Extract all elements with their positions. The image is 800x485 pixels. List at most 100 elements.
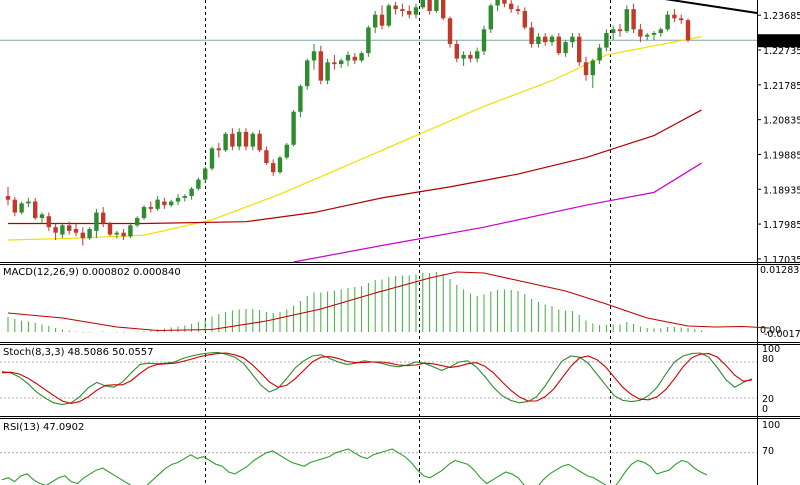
candle-body [529, 27, 534, 44]
candle-body [230, 133, 235, 147]
candle-body [352, 56, 357, 61]
macd-signal-line [7, 271, 770, 332]
candle-body [114, 232, 119, 235]
stochastic-signal-line [1, 352, 753, 404]
candle-body [101, 212, 106, 224]
candle-body [148, 207, 153, 209]
moving-average-line [293, 162, 702, 263]
trendline [664, 0, 758, 14]
candle-body [264, 150, 269, 164]
candle-body [645, 34, 650, 37]
candle-body [577, 36, 582, 63]
price-panel: 1.23685 1.22735 1.21785 1.20835 1.19885 1.189… [0, 0, 800, 266]
macd-tick-max: 0.012838 [760, 265, 800, 276]
moving-average-line [8, 109, 702, 225]
candle-body [672, 14, 677, 19]
stoch-tick-0: 0 [762, 404, 768, 415]
candle-body [651, 32, 657, 35]
candle-body [141, 207, 147, 219]
candle-body [583, 62, 589, 76]
candle-body [468, 54, 473, 59]
candle-body [250, 133, 255, 147]
candle-body [203, 168, 208, 180]
price-axis: 1.23685 1.22735 1.21785 1.20835 1.19885 1.189… [757, 11, 800, 266]
candle-body [107, 223, 113, 235]
price-tick-label: 1.22735 [763, 46, 800, 57]
current-price-tag: 1.23002 [758, 34, 800, 48]
stoch-tick-80: 80 [762, 354, 774, 365]
candle-body [325, 62, 330, 81]
candle-body [359, 53, 364, 61]
candle-body [617, 29, 623, 32]
candle-body [427, 0, 432, 11]
candle-body [291, 111, 296, 145]
candle-body [522, 10, 527, 28]
candle-body [311, 51, 317, 61]
macd-title: MACD(12,26,9) 0.000802 0.000840 [3, 267, 181, 278]
candle-body [638, 29, 643, 37]
candle-body [305, 60, 310, 87]
candle-body [39, 214, 45, 219]
macd-panel: MACD(12,26,9) 0.000802 0.000840 0.012838… [3, 265, 800, 340]
price-tick-label: 1.17985 [763, 220, 800, 231]
moving-average-line [7, 36, 702, 241]
candle-body [60, 225, 65, 235]
candle-body [631, 9, 636, 30]
current-price-label: 1.23002 [761, 36, 800, 47]
stochastic-main-line [1, 351, 753, 406]
candle-body [80, 232, 85, 239]
rsi-panel: RSI(13) 47.0902 100 70 [0, 420, 780, 485]
candle-body [216, 148, 221, 151]
candle-body [509, 3, 514, 10]
candle-body [12, 199, 17, 213]
candle-body [624, 9, 629, 32]
candle-body [73, 229, 79, 233]
rsi-marks [0, 448, 757, 485]
candle-body [570, 36, 575, 43]
candle-body [345, 54, 351, 61]
candle-body [386, 5, 391, 26]
candle-body [175, 197, 181, 202]
candle-body [277, 157, 283, 173]
macd-tick-zero: 0.00 [760, 325, 781, 336]
price-tick-label: 1.20835 [763, 116, 800, 127]
price-tick-label: 1.19885 [763, 150, 800, 161]
candle-body [209, 148, 215, 169]
candle-body [413, 7, 419, 15]
candle-body [536, 36, 541, 44]
candle-body [298, 86, 303, 112]
candle-body [5, 196, 11, 200]
candle-body [87, 229, 92, 239]
candle-body [679, 18, 684, 21]
candle-body [481, 29, 487, 52]
candle-body [223, 133, 228, 151]
candle-body [563, 42, 568, 54]
rsi-tick-70: 70 [762, 446, 774, 457]
candle-body [189, 188, 194, 197]
price-marks [0, 0, 758, 263]
price-tick-label: 1.21785 [763, 81, 800, 92]
candle-body [502, 0, 507, 4]
candle-body [26, 201, 31, 204]
candle-body [121, 232, 126, 237]
candle-body [46, 216, 51, 228]
candle-body [441, 0, 446, 19]
candle-body [339, 60, 344, 65]
price-tick-label: 1.18935 [763, 185, 800, 196]
candle-body [257, 133, 262, 151]
candle-body [461, 54, 466, 59]
candle-body [237, 131, 242, 147]
candle-body [495, 0, 500, 6]
candle-body [393, 5, 398, 10]
candle-body [407, 10, 412, 15]
candle-body [366, 27, 371, 54]
candle-body [373, 14, 378, 28]
rsi-title: RSI(13) 47.0902 [3, 422, 84, 433]
candle-body [420, 0, 425, 8]
candle-body [162, 201, 167, 206]
candle-body [434, 0, 439, 11]
candle-body [169, 201, 174, 206]
candle-body [94, 212, 99, 231]
